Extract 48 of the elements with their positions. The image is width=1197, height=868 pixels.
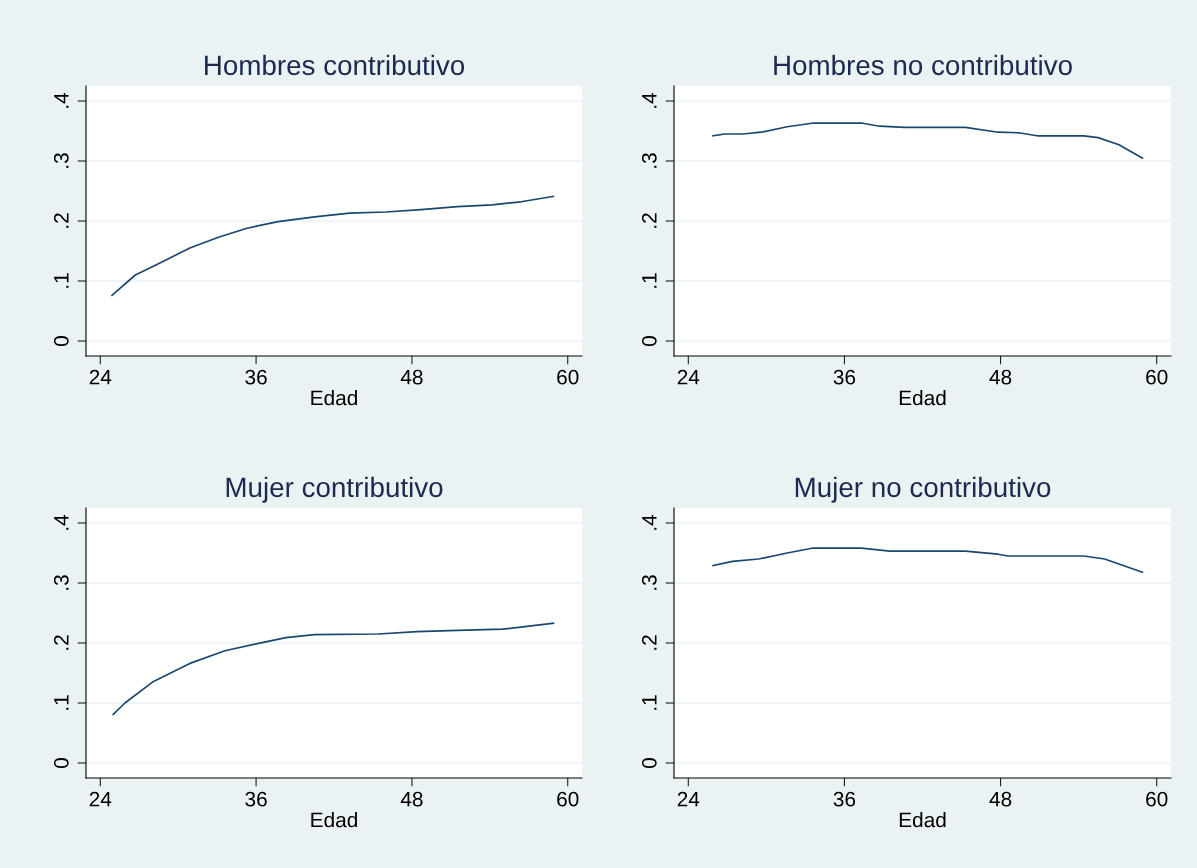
x-tick-label: 24 xyxy=(89,369,112,385)
chart-title: Mujer contributivo xyxy=(226,476,443,503)
y-tick-label: .2 xyxy=(53,635,69,650)
y-tick-label: .1 xyxy=(642,273,657,288)
y-tick-label: .4 xyxy=(54,92,69,108)
y-tick-label: .2 xyxy=(641,635,657,650)
x-tick-label: 48 xyxy=(400,791,423,807)
y-tick-label: .2 xyxy=(53,213,69,228)
x-tick-label: 24 xyxy=(677,791,700,807)
y-tick-label: .1 xyxy=(54,695,69,710)
y-tick-label: .2 xyxy=(641,213,657,228)
x-axis-title: Edad xyxy=(311,390,357,406)
x-tick-label: 60 xyxy=(557,369,579,385)
line-series xyxy=(112,622,555,716)
x-axis-title: Edad xyxy=(899,812,946,828)
line-series xyxy=(111,195,555,297)
x-tick-label: 60 xyxy=(1146,369,1168,385)
y-tick-label: 0 xyxy=(641,758,657,768)
x-tick-label: 60 xyxy=(1146,791,1168,807)
x-tick-label: 48 xyxy=(989,791,1012,807)
x-tick-label: 36 xyxy=(245,791,267,807)
line-series xyxy=(712,547,1144,574)
x-tick-label: 48 xyxy=(989,369,1012,385)
x-tick-label: 36 xyxy=(833,791,856,807)
y-tick-label: .3 xyxy=(53,153,69,168)
x-tick-label: 48 xyxy=(400,369,423,385)
line-series xyxy=(712,122,1144,159)
x-tick-label: 36 xyxy=(833,369,856,385)
y-tick-label: .1 xyxy=(642,695,657,710)
x-tick-label: 24 xyxy=(677,369,700,385)
y-tick-label: .3 xyxy=(53,575,69,590)
y-tick-label: .4 xyxy=(642,514,657,530)
x-tick-label: 24 xyxy=(89,791,112,807)
x-tick-label: 60 xyxy=(557,791,579,807)
y-tick-label: .4 xyxy=(54,514,69,530)
chart-title: Mujer no contributivo xyxy=(795,476,1051,503)
y-tick-label: 0 xyxy=(641,336,657,346)
chart-title: Hombres no contributivo xyxy=(774,54,1072,76)
x-axis-title: Edad xyxy=(899,390,946,406)
y-tick-label: .1 xyxy=(54,273,69,288)
x-tick-label: 36 xyxy=(245,369,267,385)
y-tick-label: 0 xyxy=(53,758,69,768)
chart-title: Hombres contributivo xyxy=(205,54,465,76)
y-tick-label: .3 xyxy=(641,153,657,168)
y-tick-label: .4 xyxy=(642,92,657,108)
x-axis-title: Edad xyxy=(311,812,357,828)
y-tick-label: 0 xyxy=(53,336,69,346)
y-tick-label: .3 xyxy=(641,575,657,590)
